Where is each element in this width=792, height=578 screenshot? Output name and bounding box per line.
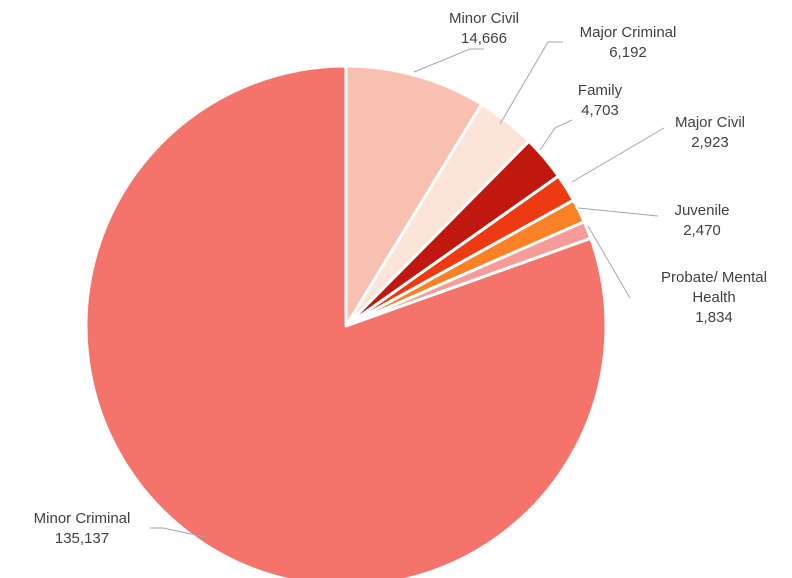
leader-line-minor-criminal: [150, 527, 206, 538]
data-label-value-minor-civil: 14,666: [461, 30, 507, 47]
data-label-category-minor-criminal: Minor Criminal: [34, 510, 131, 527]
data-label-category-probate-mental-health: Probate/ Mental: [661, 269, 767, 286]
data-label-value-family: 4,703: [581, 102, 619, 119]
leader-lines: [150, 41, 665, 538]
leader-line-family: [539, 119, 573, 151]
pie-slices: [84, 64, 608, 578]
leader-line-minor-civil: [413, 48, 484, 73]
leader-line-probate-mental-health: [587, 225, 631, 299]
leader-line-major-civil: [571, 127, 665, 183]
data-label-category-major-criminal: Major Criminal: [580, 24, 677, 41]
data-label-category-probate-mental-health: Health: [692, 289, 735, 306]
data-label-category-juvenile: Juvenile: [674, 202, 729, 219]
data-label-category-minor-civil: Minor Civil: [449, 10, 519, 27]
pie-slice-minor-civil: [344, 64, 484, 328]
data-label-value-major-civil: 2,923: [691, 134, 729, 151]
slice-labels: Minor Civil 14,666 Major Criminal 6,192 Fami…: [34, 10, 767, 547]
data-label-value-juvenile: 2,470: [683, 222, 721, 239]
data-label-category-family: Family: [578, 82, 623, 99]
data-label-value-major-criminal: 6,192: [609, 44, 647, 61]
leader-line-juvenile: [577, 207, 659, 217]
data-label-category-major-civil: Major Civil: [675, 114, 745, 131]
leader-line-major-criminal: [499, 41, 563, 125]
pie-slice-minor-criminal: [84, 64, 608, 578]
data-label-value-minor-criminal: 135,137: [55, 530, 109, 547]
data-label-value-probate-mental-health: 1,834: [695, 309, 733, 326]
